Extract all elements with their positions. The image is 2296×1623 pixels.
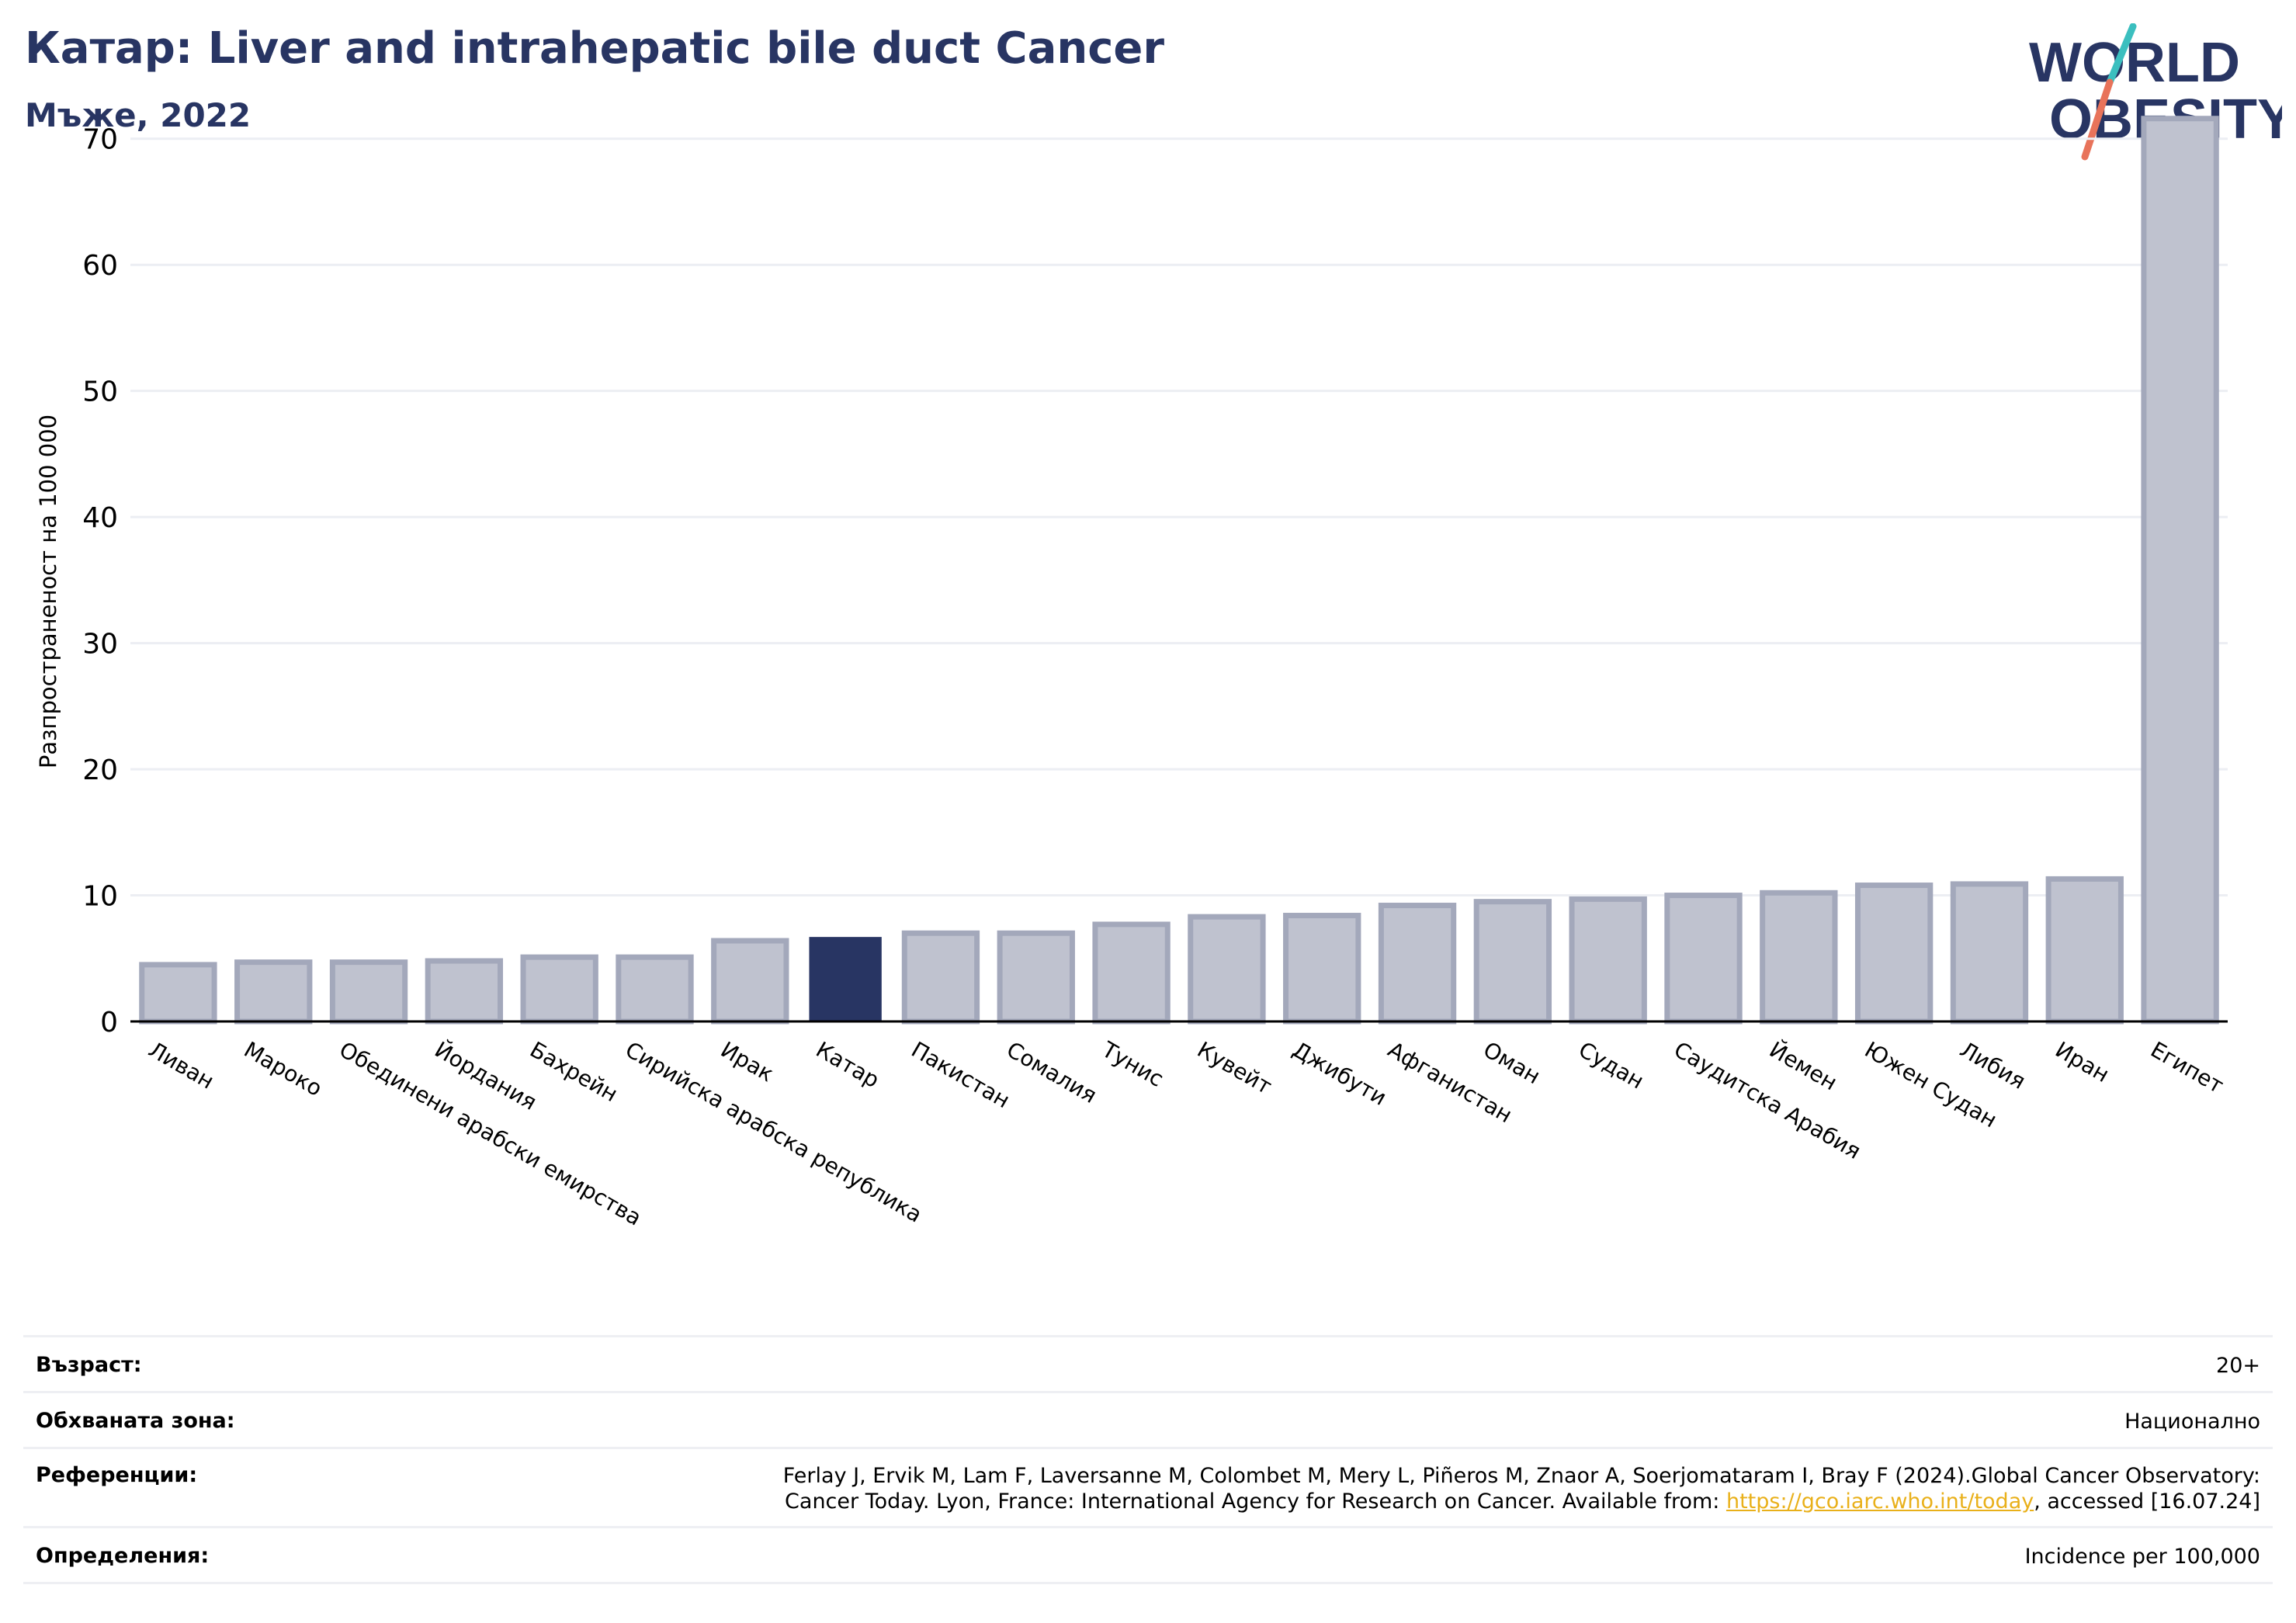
definitions-label: Определения: [36,1544,210,1568]
y-tick-label: 70 [82,124,118,156]
meta-row-age: Възраст: 20+ [23,1337,2273,1393]
bar [425,958,504,1025]
x-tick-label: Катар [812,1036,884,1093]
bar [616,954,694,1025]
y-tick-label: 40 [82,502,118,534]
bar [1378,903,1457,1025]
x-tick-label: Мароко [240,1036,327,1101]
x-tick-label: Ливан [144,1036,218,1094]
x-tick-label: Оман [1479,1036,1545,1089]
bar [1283,913,1361,1025]
chart-title: Катар: Liver and intrahepatic bile duct … [25,23,1165,74]
x-tick-label: Кувейт [1193,1036,1276,1099]
age-value: 20+ [2216,1354,2260,1378]
bar [520,954,598,1025]
bar [329,959,408,1025]
references-line-1: Ferlay J, Ervik M, Lam F, Laversanne M, … [782,1464,2260,1488]
bar [2141,116,2219,1025]
bar [711,938,789,1025]
bar [1092,921,1171,1025]
age-label: Възраст: [36,1353,142,1377]
bar [997,930,1075,1025]
meta-row-area: Обхваната зона: Национално [23,1393,2273,1449]
bar [2045,876,2124,1025]
grid-lines [130,137,2228,897]
y-tick-label: 50 [82,376,118,408]
x-tick-label: Пакистан [907,1036,1014,1113]
y-tick-label: 30 [82,629,118,661]
area-value: Национално [2124,1410,2260,1434]
bar [1854,883,1934,1025]
x-tick-label: Иран [2051,1036,2114,1087]
x-tick-label: Бахрейн [525,1036,622,1107]
bar [1664,893,1743,1025]
info-table: Възраст: 20+ Обхваната зона: Национално … [23,1335,2273,1584]
x-tick-label: Сомалия [1002,1036,1101,1108]
references-line-2: Cancer Today. Lyon, France: Internationa… [785,1489,1726,1514]
meta-row-references: Референции: Ferlay J, Ervik M, Lam F, La… [23,1449,2273,1528]
bar [139,962,217,1025]
logo-slash-top-icon [2106,23,2137,86]
y-tick-label: 10 [82,881,118,913]
x-tick-label: Тунис [1097,1036,1167,1092]
area-label: Обхваната зона: [36,1409,235,1433]
references-accessed: , accessed [16.07.24] [2034,1489,2260,1514]
bar [234,959,313,1025]
y-tick-label: 20 [82,754,118,786]
logo-word-world: WORLD [2029,32,2240,94]
bar [809,937,882,1021]
y-axis-label: Разпространеност на 100 000 [35,414,61,768]
y-tick-label: 60 [82,250,118,282]
references-value: Ferlay J, Ervik M, Lam F, Laversanne M, … [783,1463,2260,1514]
bar [1950,881,2029,1025]
bar [1473,899,1552,1025]
bar [901,930,980,1025]
meta-row-definitions: Определения: Incidence per 100,000 [23,1528,2273,1584]
definitions-value: Incidence per 100,000 [2024,1545,2260,1569]
chart-subtitle: Мъже, 2022 [25,96,251,134]
bar [1760,890,1838,1025]
x-tick-label: Судан [1574,1036,1648,1094]
references-label: Референции: [36,1463,198,1487]
world-obesity-logo: WORLD OBESITY [2029,23,2282,161]
bar [1188,914,1266,1025]
x-tick-label: Джибути [1288,1036,1391,1110]
bar [1569,896,1647,1025]
bars [139,116,2219,1025]
x-tick-label: Египет [2146,1036,2228,1098]
x-tick-label: Либия [1955,1036,2030,1094]
logo-slash-bottom-icon [2081,78,2114,161]
gco-link[interactable]: https://gco.iarc.who.int/today [1725,1489,2034,1514]
y-tick-label: 0 [100,1007,118,1039]
x-tick-label: Йемен [1765,1036,1842,1096]
x-tick-label: Ирак [716,1036,779,1087]
